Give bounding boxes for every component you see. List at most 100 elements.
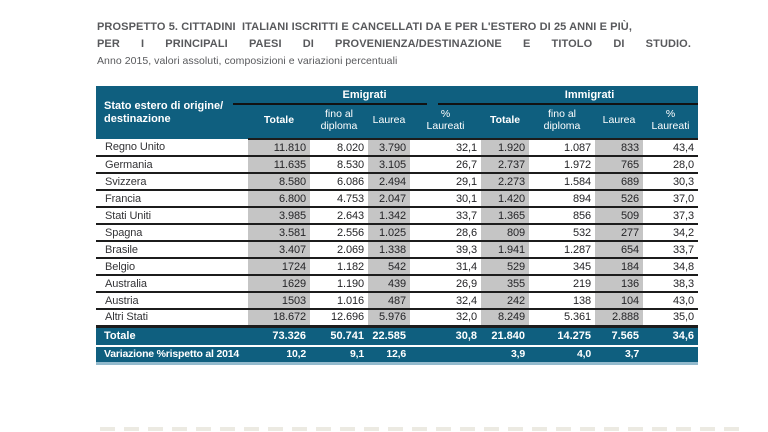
value-cell: 4.753 xyxy=(310,190,368,208)
col-header-laurea-emigrati: Laurea xyxy=(368,103,410,140)
value-cell: 526 xyxy=(595,190,644,208)
value-cell: 277 xyxy=(595,224,644,242)
value-cell: 35,0 xyxy=(643,309,699,327)
value-cell: 1724 xyxy=(248,258,310,276)
country-cell: Regno Unito xyxy=(96,139,248,157)
value-cell: 3.985 xyxy=(248,207,310,225)
value-cell: 3.407 xyxy=(248,241,310,259)
country-cell: Brasile xyxy=(96,241,248,259)
value-cell: 184 xyxy=(595,258,644,276)
group-header-immigrati: Immigrati xyxy=(481,86,699,103)
value-cell: 654 xyxy=(595,241,644,259)
value-cell: 3.105 xyxy=(368,156,410,174)
value-cell: 1503 xyxy=(248,292,310,310)
variation-row-label: Variazione %rispetto al 2014 xyxy=(96,346,248,365)
value-cell: 5.976 xyxy=(368,309,410,327)
value-cell: 689 xyxy=(595,173,644,191)
value-cell: 242 xyxy=(481,292,530,310)
value-cell: 37,0 xyxy=(643,190,699,208)
table-row: Germania 11.635 8.530 3.105 26,7 2.737 1.972 76… xyxy=(96,156,699,174)
variation-value xyxy=(410,346,482,365)
value-cell: 856 xyxy=(529,207,596,225)
immigrati-underline xyxy=(438,103,698,105)
value-cell: 2.556 xyxy=(310,224,368,242)
total-value: 34,6 xyxy=(643,324,699,347)
value-cell: 542 xyxy=(368,258,410,276)
value-cell: 1.087 xyxy=(529,139,596,157)
value-cell: 1.420 xyxy=(481,190,530,208)
table-row: Belgio 1724 1.182 542 31,4 529 345 184 34,8 xyxy=(96,258,699,276)
country-cell: Austria xyxy=(96,292,248,310)
value-cell: 219 xyxy=(529,275,596,293)
total-value: 21.840 xyxy=(481,324,530,347)
value-cell: 509 xyxy=(595,207,644,225)
value-cell: 345 xyxy=(529,258,596,276)
value-cell: 8.249 xyxy=(481,309,530,327)
variation-value: 3,9 xyxy=(481,346,530,365)
row-header-line-1: Stato estero di origine/ xyxy=(104,99,224,112)
row-header-line-2: destinazione xyxy=(104,112,171,125)
value-cell: 6.800 xyxy=(248,190,310,208)
total-value: 30,8 xyxy=(410,324,482,347)
col-header-totale-immigrati: Totale xyxy=(481,103,530,140)
value-cell: 43,0 xyxy=(643,292,699,310)
value-cell: 439 xyxy=(368,275,410,293)
value-cell: 1.972 xyxy=(529,156,596,174)
value-cell: 2.888 xyxy=(595,309,644,327)
value-cell: 138 xyxy=(529,292,596,310)
table-row: Australia 1629 1.190 439 26,9 355 219 136 38,3 xyxy=(96,275,699,293)
value-cell: 11.810 xyxy=(248,139,310,157)
value-cell: 1.287 xyxy=(529,241,596,259)
table-row: Francia 6.800 4.753 2.047 30,1 1.420 894 526 37,… xyxy=(96,190,699,208)
col-header-pct-laureati-emigrati: % Laureati xyxy=(410,103,482,140)
value-cell: 28,6 xyxy=(410,224,482,242)
value-cell: 1.338 xyxy=(368,241,410,259)
value-cell: 6.086 xyxy=(310,173,368,191)
sub-header-row: Totale fino al diploma Laurea % Laureati… xyxy=(96,103,699,140)
cropped-text-artifact xyxy=(100,427,748,431)
value-cell: 18.672 xyxy=(248,309,310,327)
col-header-diploma-immigrati: fino al diploma xyxy=(529,103,596,140)
value-cell: 355 xyxy=(481,275,530,293)
value-cell: 2.643 xyxy=(310,207,368,225)
value-cell: 32,0 xyxy=(410,309,482,327)
country-cell: Altri Stati xyxy=(96,309,248,327)
title-subtitle: Anno 2015, valori assoluti, composizioni… xyxy=(97,55,398,67)
variation-value xyxy=(643,346,699,365)
country-cell: Francia xyxy=(96,190,248,208)
total-value: 73.326 xyxy=(248,324,310,347)
variation-value: 3,7 xyxy=(595,346,644,365)
variation-value: 10,2 xyxy=(248,346,310,365)
total-value: 7.565 xyxy=(595,324,644,347)
value-cell: 1.342 xyxy=(368,207,410,225)
value-cell: 29,1 xyxy=(410,173,482,191)
total-row-label: Totale xyxy=(96,324,248,347)
value-cell: 32,4 xyxy=(410,292,482,310)
table-row: Stati Uniti 3.985 2.643 1.342 33,7 1.365 856 50… xyxy=(96,207,699,225)
variation-row: Variazione %rispetto al 2014 10,2 9,1 12… xyxy=(96,346,699,365)
value-cell: 38,3 xyxy=(643,275,699,293)
value-cell: 12.696 xyxy=(310,309,368,327)
group-header-emigrati: Emigrati xyxy=(248,86,482,103)
value-cell: 8.580 xyxy=(248,173,310,191)
prospetto-5-table: Stato estero di origine/ destinazione Em… xyxy=(96,86,699,365)
value-cell: 11.635 xyxy=(248,156,310,174)
table-footer: Totale 73.326 50.741 22.585 30,8 21.840 … xyxy=(96,324,699,365)
value-cell: 2.494 xyxy=(368,173,410,191)
table-row: Brasile 3.407 2.069 1.338 39,3 1.941 1.287 654 3… xyxy=(96,241,699,259)
value-cell: 1.584 xyxy=(529,173,596,191)
title-line-1: PROSPETTO 5. CITTADINI ITALIANI ISCRITTI… xyxy=(97,21,632,33)
value-cell: 26,9 xyxy=(410,275,482,293)
value-cell: 3.790 xyxy=(368,139,410,157)
value-cell: 26,7 xyxy=(410,156,482,174)
value-cell: 1.016 xyxy=(310,292,368,310)
value-cell: 30,1 xyxy=(410,190,482,208)
value-cell: 894 xyxy=(529,190,596,208)
value-cell: 33,7 xyxy=(643,241,699,259)
value-cell: 37,3 xyxy=(643,207,699,225)
value-cell: 5.361 xyxy=(529,309,596,327)
country-cell: Stati Uniti xyxy=(96,207,248,225)
value-cell: 30,3 xyxy=(643,173,699,191)
table-title-block: PROSPETTO 5. CITTADINI ITALIANI ISCRITTI… xyxy=(97,19,691,69)
